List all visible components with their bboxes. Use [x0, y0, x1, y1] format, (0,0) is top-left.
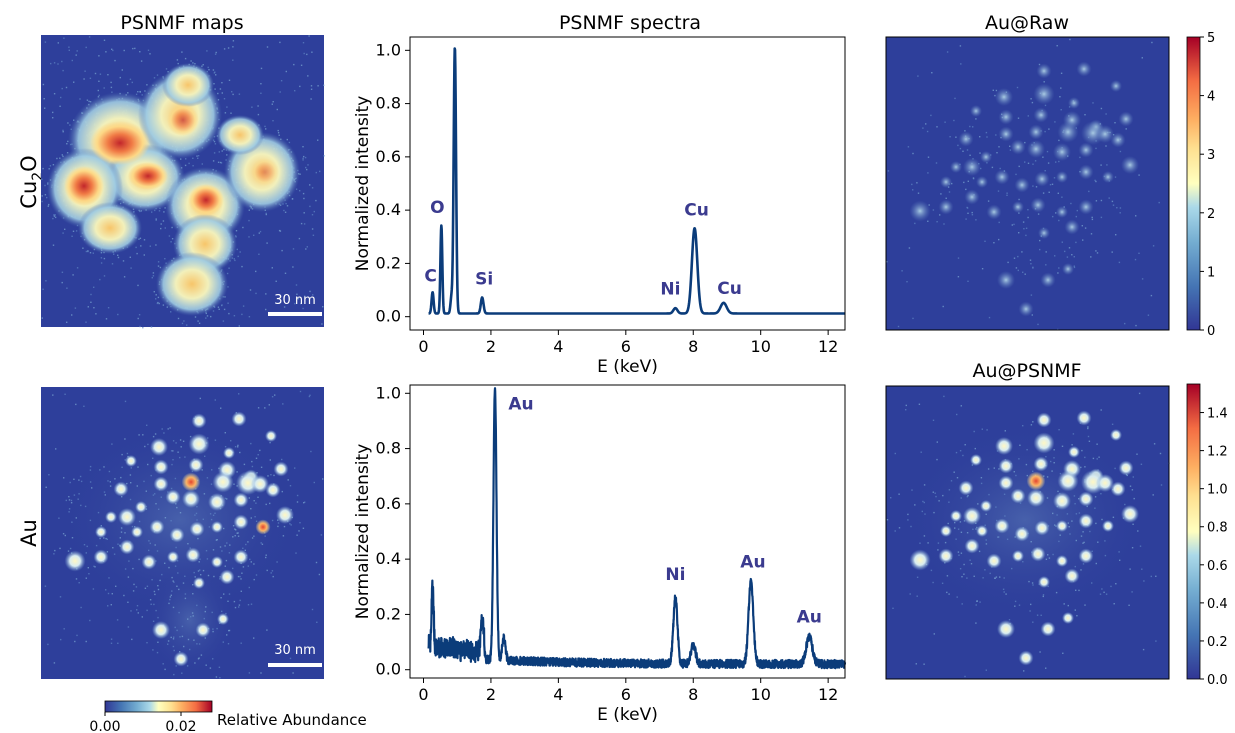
scale-bar-bottom-label: 30 nm — [274, 643, 316, 658]
x-tick-label: 10 — [751, 685, 771, 704]
peak-label: Cu — [684, 200, 709, 220]
plot-frame — [409, 384, 846, 679]
x-tick-label: 4 — [553, 337, 563, 356]
colorbar-tick-label: 0.6 — [1207, 559, 1228, 574]
y-tick-label: 1.0 — [376, 40, 401, 59]
spectrum-line — [427, 47, 846, 315]
colorbar-tick-label: 5 — [1207, 31, 1215, 46]
y-axis-label: Normalized intensity — [353, 96, 373, 272]
cu2o-abundance-map: 30 nm — [41, 35, 325, 329]
peak-label: Ni — [660, 280, 680, 300]
maps-colorbar: 0.00 0.02 Relative Abundance — [89, 700, 367, 733]
peak-label: Cu — [717, 279, 742, 299]
au-psnmf-colorbar: 0.0 0.2 0.4 0.6 0.8 1.0 1.2 1.4 — [1186, 383, 1228, 688]
peak-label: Ni — [665, 565, 685, 585]
x-tick-label: 0 — [418, 337, 428, 356]
peak-label: O — [430, 198, 444, 218]
x-tick-label: 2 — [486, 685, 496, 704]
colorbar-tick-label: 0.4 — [1207, 597, 1228, 612]
y-tick-label: 0.4 — [376, 200, 401, 219]
x-tick-label: 0 — [418, 685, 428, 704]
colorbar-tick-label: 4 — [1207, 90, 1215, 105]
colorbar-tick-label: 0 — [1207, 324, 1215, 339]
peak-label: Au — [797, 608, 822, 628]
x-tick-label: 8 — [688, 685, 698, 704]
maps-colorbar-min: 0.00 — [89, 719, 120, 733]
y-tick-label: 0.6 — [376, 147, 401, 166]
au-raw-colorbar: 0 1 2 3 4 5 — [1186, 31, 1215, 339]
x-tick-label: 10 — [751, 337, 771, 356]
spectrum-line — [427, 387, 847, 670]
x-tick-label: 4 — [553, 685, 563, 704]
row-label-au: Au — [17, 519, 41, 547]
colorbar-tick-label: 2 — [1207, 207, 1215, 222]
peak-label: Si — [475, 270, 493, 290]
x-tick-label: 6 — [621, 337, 631, 356]
y-tick-label: 0.6 — [376, 494, 401, 513]
row-label-cu2o-tail: O — [17, 155, 41, 172]
plot-frame — [409, 36, 846, 331]
scale-bar-top — [268, 312, 322, 316]
maps-colorbar-max: 0.02 — [165, 719, 196, 733]
y-tick-label: 0.0 — [376, 660, 401, 679]
y-tick-label: 1.0 — [376, 383, 401, 402]
au-spectrum-plot: 0 2 4 6 8 10 12 0.0 0.2 0.4 0.6 0.8 1.0 E (keV) Normal… — [353, 383, 847, 725]
y-tick-label: 0.4 — [376, 549, 401, 568]
y-tick-label: 0.2 — [376, 604, 401, 623]
au-raw-map: Au@Raw — [885, 12, 1170, 331]
peak-label: Au — [508, 394, 533, 414]
au-psnmf-title: Au@PSNMF — [972, 360, 1081, 382]
colorbar-tick-label: 0.0 — [1207, 673, 1228, 688]
y-axis-label: Normalized intensity — [353, 444, 373, 620]
scale-bar-bottom — [268, 663, 322, 667]
y-tick-label: 0.8 — [376, 94, 401, 113]
colorbar-tick-label: 0.2 — [1207, 635, 1228, 650]
row-label-cu2o-main: Cu — [17, 181, 41, 209]
colorbar-tick-label: 0.8 — [1207, 521, 1228, 536]
row-label-cu2o-sub: 2 — [30, 172, 46, 181]
colorbar-tick-label: 1 — [1207, 265, 1215, 280]
peak-label: Au — [740, 552, 765, 572]
x-tick-label: 12 — [818, 337, 838, 356]
colorbar-tick-label: 3 — [1207, 148, 1215, 163]
colorbar-tick-label: 1.0 — [1207, 483, 1228, 498]
maps-header: PSNMF maps — [120, 12, 243, 34]
x-tick-label: 2 — [486, 337, 496, 356]
y-tick-label: 0.2 — [376, 253, 401, 272]
au-abundance-map: 30 nm — [41, 387, 324, 679]
x-tick-label: 8 — [688, 337, 698, 356]
scale-bar-top-label: 30 nm — [274, 293, 316, 308]
x-axis-label: E (keV) — [597, 357, 658, 377]
maps-colorbar-title: Relative Abundance — [217, 711, 367, 729]
peak-label: C — [424, 266, 436, 286]
row-label-cu2o: Cu2O — [17, 155, 46, 208]
x-tick-label: 6 — [621, 685, 631, 704]
au-psnmf-map: Au@PSNMF — [885, 360, 1170, 680]
x-tick-label: 12 — [818, 685, 838, 704]
spectra-header: PSNMF spectra — [559, 12, 701, 34]
y-tick-label: 0.0 — [376, 307, 401, 326]
colorbar-tick-label: 1.2 — [1207, 445, 1228, 460]
y-tick-label: 0.8 — [376, 439, 401, 458]
x-axis-label: E (keV) — [597, 705, 658, 725]
colorbar-tick-label: 1.4 — [1207, 407, 1228, 422]
cu2o-spectrum-plot: 0 2 4 6 8 10 12 0.0 0.2 0.4 0.6 0.8 1.0 E (keV) Normal… — [353, 36, 846, 377]
au-raw-title: Au@Raw — [985, 12, 1069, 34]
svg-text:Cu2O: Cu2O — [17, 155, 46, 208]
